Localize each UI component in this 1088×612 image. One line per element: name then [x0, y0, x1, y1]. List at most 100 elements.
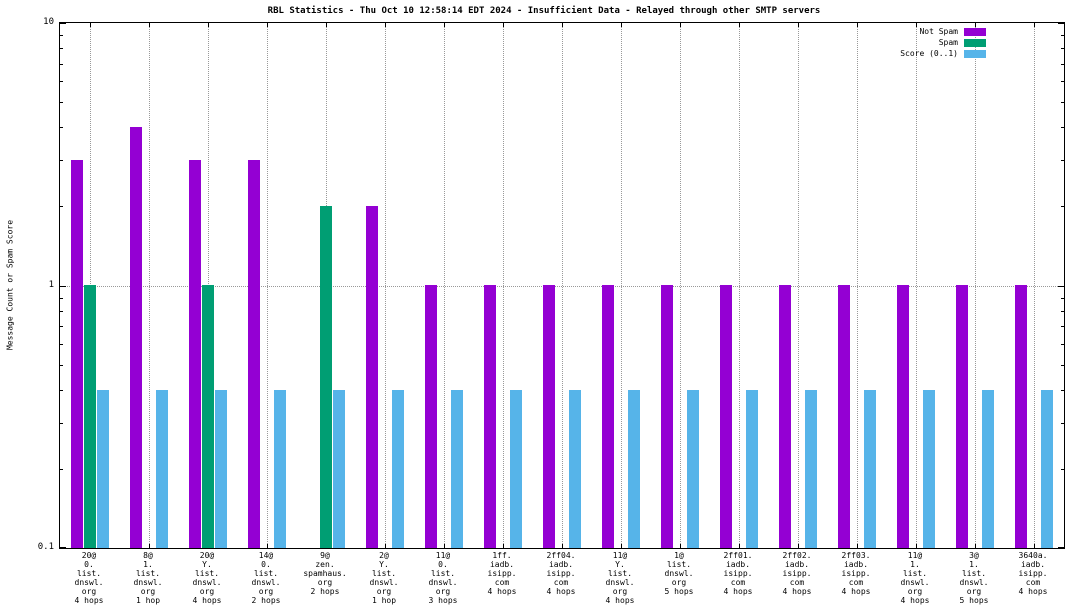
y-minor-tick [60, 35, 63, 36]
y-tick-label-0-1: 0.1 [37, 542, 54, 552]
x-tick-top [444, 23, 445, 27]
y-minor-tick [60, 64, 63, 65]
y-minor-tick [60, 127, 63, 128]
legend-swatch-not-spam [964, 27, 986, 36]
x-tick-top [149, 23, 150, 27]
gridline-x [680, 23, 681, 548]
x-tick-bottom [798, 544, 799, 548]
y-minor-tick [1061, 206, 1064, 207]
y-tick-label-1: 1 [48, 280, 54, 290]
x-tick-label: 11@ 1. list. dnswl. org 4 hops [900, 551, 930, 605]
bar-score-0-1- [215, 390, 227, 548]
x-tick-label: 1ff. iadb. isipp. com 4 hops [487, 551, 517, 596]
x-tick-bottom [267, 544, 268, 548]
x-tick-label: 11@ Y. list. dnswl. org 4 hops [605, 551, 635, 605]
bar-not-spam [189, 160, 201, 548]
bar-not-spam [661, 285, 673, 548]
gridline-x [385, 23, 386, 548]
plot-area [59, 22, 1065, 549]
bar-spam [320, 206, 332, 548]
gridline-x [621, 23, 622, 548]
legend-entry-not-spam: Not Spam [900, 26, 986, 37]
x-tick-label: 11@ 0. list. dnswl. org 3 hops [428, 551, 458, 605]
x-tick-bottom [739, 544, 740, 548]
bar-score-0-1- [510, 390, 522, 548]
x-tick-top [562, 23, 563, 27]
y-minor-tick [1061, 102, 1064, 103]
x-tick-bottom [1034, 544, 1035, 548]
x-tick-bottom [149, 544, 150, 548]
gridline-x [739, 23, 740, 548]
y-minor-tick [1061, 298, 1064, 299]
y-minor-tick [1061, 344, 1064, 345]
bar-score-0-1- [982, 390, 994, 548]
gridline-x [562, 23, 563, 548]
bar-not-spam [602, 285, 614, 548]
y-minor-tick [1061, 64, 1064, 65]
gridline-x [798, 23, 799, 548]
x-tick-top [503, 23, 504, 27]
y-minor-tick [1061, 423, 1064, 424]
x-tick-label: 3640a. iadb. isipp. com 4 hops [1018, 551, 1048, 596]
x-tick-bottom [680, 544, 681, 548]
y-minor-tick [60, 102, 63, 103]
legend: Not Spam Spam Score (0..1) [900, 26, 986, 59]
x-tick-label: 9@ zen. spamhaus. org 2 hops [303, 551, 347, 596]
y-minor-tick [60, 206, 63, 207]
bar-not-spam [425, 285, 437, 548]
y-minor-tick [60, 298, 63, 299]
x-tick-bottom [562, 544, 563, 548]
bar-score-0-1- [746, 390, 758, 548]
x-tick-top [916, 23, 917, 27]
bar-score-0-1- [1041, 390, 1053, 548]
bar-not-spam [543, 285, 555, 548]
legend-label-not-spam: Not Spam [919, 27, 958, 36]
bar-score-0-1- [392, 390, 404, 548]
bar-not-spam [720, 285, 732, 548]
x-tick-label: 2ff03. iadb. isipp. com 4 hops [841, 551, 871, 596]
legend-swatch-score [964, 49, 986, 58]
bar-not-spam [366, 206, 378, 548]
bar-score-0-1- [805, 390, 817, 548]
y-minor-tick [1061, 326, 1064, 327]
bar-score-0-1- [97, 390, 109, 548]
bar-not-spam [71, 160, 83, 548]
gridline-x [916, 23, 917, 548]
legend-label-score: Score (0..1) [900, 49, 958, 58]
gridline-x [1034, 23, 1035, 548]
x-tick-top [1034, 23, 1035, 27]
x-axis-labels: 20@ 0. list. dnswl. org 4 hops 8@ 1. list… [59, 551, 1063, 609]
y-major-tick [60, 547, 66, 548]
x-tick-label: 2ff01. iadb. isipp. com 4 hops [723, 551, 753, 596]
gridline-x [444, 23, 445, 548]
x-tick-top [267, 23, 268, 27]
x-tick-top [621, 23, 622, 27]
bar-score-0-1- [864, 390, 876, 548]
x-tick-label: 2ff02. iadb. isipp. com 4 hops [782, 551, 812, 596]
y-minor-tick [60, 81, 63, 82]
x-tick-top [326, 23, 327, 27]
x-tick-top [739, 23, 740, 27]
x-tick-label: 2@ Y. list. dnswl. org 1 hop [369, 551, 399, 605]
bar-not-spam [779, 285, 791, 548]
y-minor-tick [60, 160, 63, 161]
x-tick-top [798, 23, 799, 27]
gridline-x [267, 23, 268, 548]
bar-score-0-1- [274, 390, 286, 548]
y-major-tick [60, 23, 66, 24]
x-tick-bottom [503, 544, 504, 548]
x-tick-bottom [975, 544, 976, 548]
y-minor-tick [1061, 365, 1064, 366]
bar-score-0-1- [156, 390, 168, 548]
bar-not-spam [956, 285, 968, 548]
x-tick-bottom [621, 544, 622, 548]
bar-score-0-1- [451, 390, 463, 548]
bar-not-spam [838, 285, 850, 548]
x-tick-label: 1@ list. dnswl. org 5 hops [664, 551, 694, 596]
bar-score-0-1- [628, 390, 640, 548]
bar-spam [202, 285, 214, 548]
y-minor-tick [60, 423, 63, 424]
bar-score-0-1- [687, 390, 699, 548]
y-minor-tick [1061, 35, 1064, 36]
y-minor-tick [60, 311, 63, 312]
